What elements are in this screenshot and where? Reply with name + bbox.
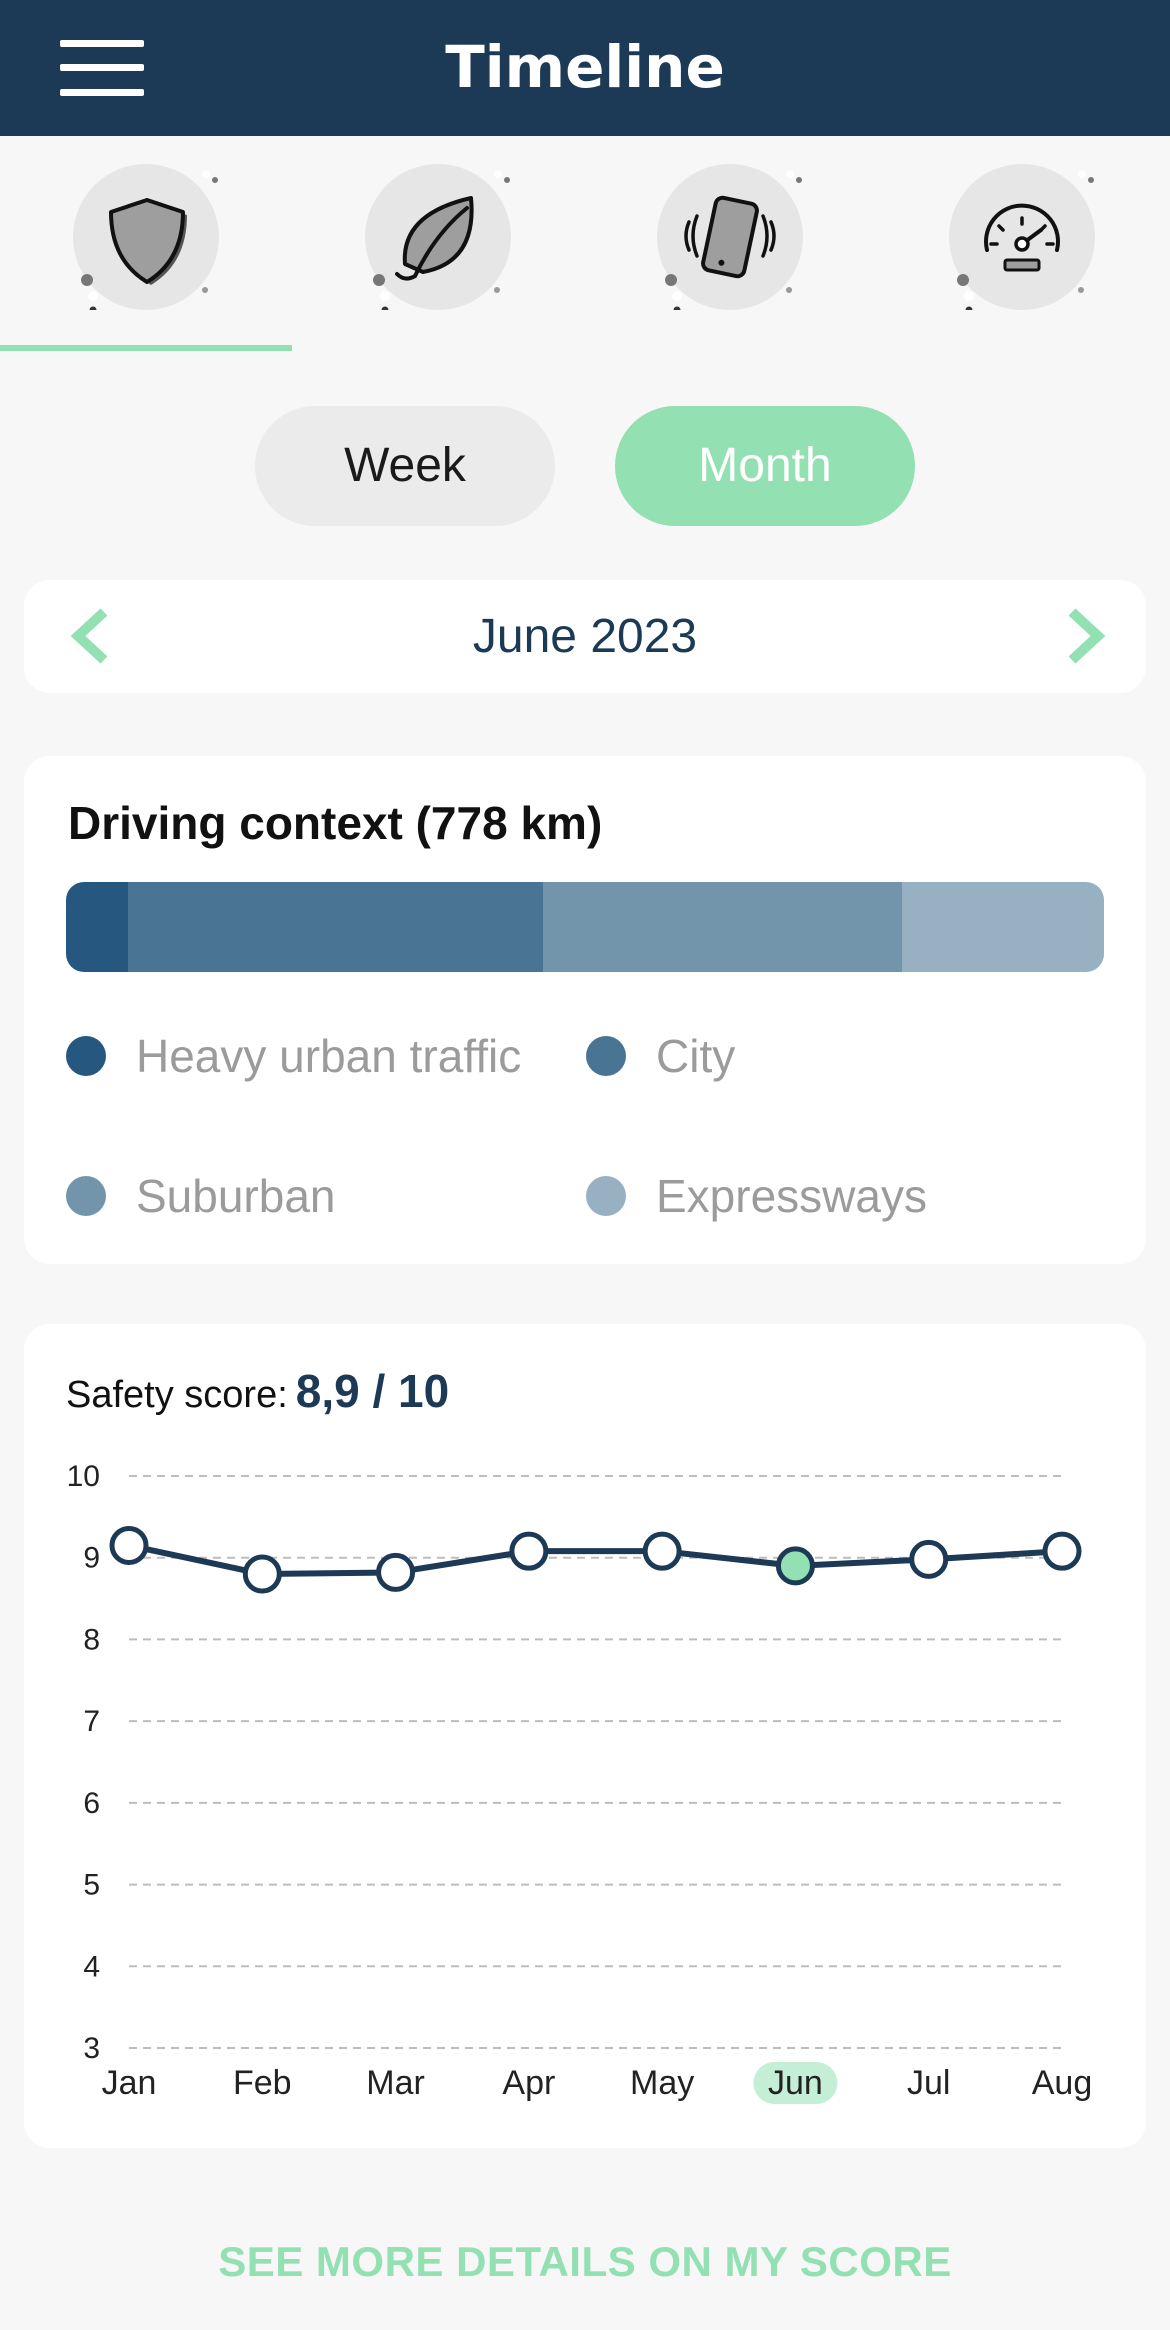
x-tick-label: Apr bbox=[502, 2064, 555, 2102]
legend-label: Heavy urban traffic bbox=[136, 1030, 522, 1082]
app-header: Timeline bbox=[0, 0, 1170, 136]
x-tick-label: Mar bbox=[366, 2064, 425, 2102]
x-tick-label: May bbox=[630, 2064, 694, 2102]
page-title: Timeline bbox=[445, 33, 725, 101]
y-tick-label: 7 bbox=[83, 1705, 100, 1738]
data-point bbox=[909, 1539, 949, 1579]
series-line bbox=[128, 1542, 1063, 1578]
period-selector: June 2023 bbox=[24, 580, 1146, 693]
y-tick-label: 4 bbox=[83, 1950, 100, 1983]
legend-dot bbox=[586, 1036, 626, 1076]
context-segment-heavy-urban-traffic bbox=[66, 882, 129, 972]
legend-dot bbox=[586, 1176, 626, 1216]
data-point bbox=[376, 1552, 416, 1592]
legend-label: City bbox=[656, 1030, 736, 1082]
context-segment-expressways bbox=[901, 882, 1104, 972]
y-tick-label: 9 bbox=[83, 1542, 100, 1575]
legend-label: Expressways bbox=[656, 1170, 927, 1222]
chevron-right-icon[interactable] bbox=[1054, 608, 1110, 664]
data-point bbox=[1042, 1531, 1082, 1571]
tab-speed[interactable] bbox=[876, 136, 1168, 354]
data-point bbox=[509, 1531, 549, 1571]
x-tick-label: Jun bbox=[768, 2064, 823, 2102]
y-tick-label: 5 bbox=[83, 1869, 100, 1902]
context-segment-suburban bbox=[543, 882, 902, 972]
safety-score-value: 8,9 / 10 bbox=[295, 1365, 450, 1417]
y-tick-label: 3 bbox=[83, 2032, 100, 2065]
y-tick-label: 8 bbox=[83, 1623, 100, 1656]
y-tick-label: 6 bbox=[83, 1787, 100, 1820]
driving-context-title: Driving context (778 km) bbox=[68, 797, 603, 849]
month-toggle-button[interactable]: Month bbox=[615, 406, 915, 526]
chevron-left-icon[interactable] bbox=[66, 608, 122, 664]
tab-eco[interactable] bbox=[292, 136, 584, 354]
data-point bbox=[242, 1554, 282, 1594]
safety-score-label: Safety score: bbox=[66, 1374, 288, 1416]
hamburger-menu-icon[interactable] bbox=[60, 40, 144, 96]
speedometer-icon bbox=[949, 164, 1095, 310]
phone-vibrate-icon bbox=[657, 164, 803, 310]
data-point bbox=[109, 1525, 149, 1565]
shield-icon bbox=[73, 164, 219, 310]
category-tabs bbox=[0, 136, 1170, 354]
legend-dot bbox=[66, 1036, 106, 1076]
data-point bbox=[775, 1546, 815, 1586]
tab-safety[interactable] bbox=[0, 136, 292, 354]
x-tick-label: Jul bbox=[907, 2064, 950, 2102]
x-tick-highlight bbox=[753, 2062, 838, 2104]
tab-selected-indicator bbox=[0, 345, 292, 351]
legend-label: Suburban bbox=[136, 1170, 336, 1222]
legend-dot bbox=[66, 1176, 106, 1216]
driving-context-card: Driving context (778 km) Heavy urban tra… bbox=[24, 756, 1146, 1264]
period-label: June 2023 bbox=[472, 610, 698, 663]
tab-distraction[interactable] bbox=[584, 136, 876, 354]
data-point bbox=[642, 1531, 682, 1571]
x-tick-label: Feb bbox=[233, 2064, 292, 2102]
context-segment-city bbox=[128, 882, 544, 972]
x-tick-label: Aug bbox=[1032, 2064, 1093, 2102]
y-tick-label: 10 bbox=[67, 1460, 100, 1493]
leaf-icon bbox=[365, 164, 511, 310]
driving-context-bar bbox=[66, 882, 1104, 972]
week-toggle-button[interactable]: Week bbox=[255, 406, 555, 526]
safety-score-card: Safety score: 8,9 / 10 10 9 8 7 6 5 4 3 Jan Feb Mar… bbox=[24, 1324, 1146, 2148]
see-more-details-link[interactable]: SEE MORE DETAILS ON MY SCORE bbox=[218, 2238, 952, 2285]
x-tick-label: Jan bbox=[102, 2064, 157, 2102]
safety-score-header: Safety score: 8,9 / 10 bbox=[66, 1364, 449, 1418]
